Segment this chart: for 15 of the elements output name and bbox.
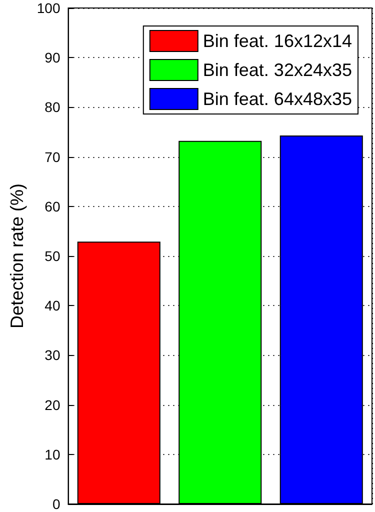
y-tick-label: 20	[44, 396, 60, 413]
y-tick-label: 80	[44, 99, 60, 116]
legend-label: Bin feat. 16x12x14	[202, 31, 352, 51]
y-tick-label: 0	[52, 496, 60, 512]
y-tick-label: 90	[44, 50, 60, 66]
y-tick-label: 30	[44, 347, 60, 364]
y-tick-label: 60	[44, 198, 60, 214]
y-tick-label: 10	[44, 446, 60, 462]
y-axis-title: Detection rate (%)	[7, 183, 27, 329]
y-tick-label: 50	[44, 248, 60, 264]
y-tick-label: 40	[44, 298, 60, 314]
y-tick-label: 100	[36, 0, 60, 16]
legend-label: Bin feat. 64x48x35	[202, 89, 352, 109]
legend-label: Bin feat. 32x24x35	[202, 60, 352, 80]
y-tick-label: 70	[44, 148, 60, 165]
